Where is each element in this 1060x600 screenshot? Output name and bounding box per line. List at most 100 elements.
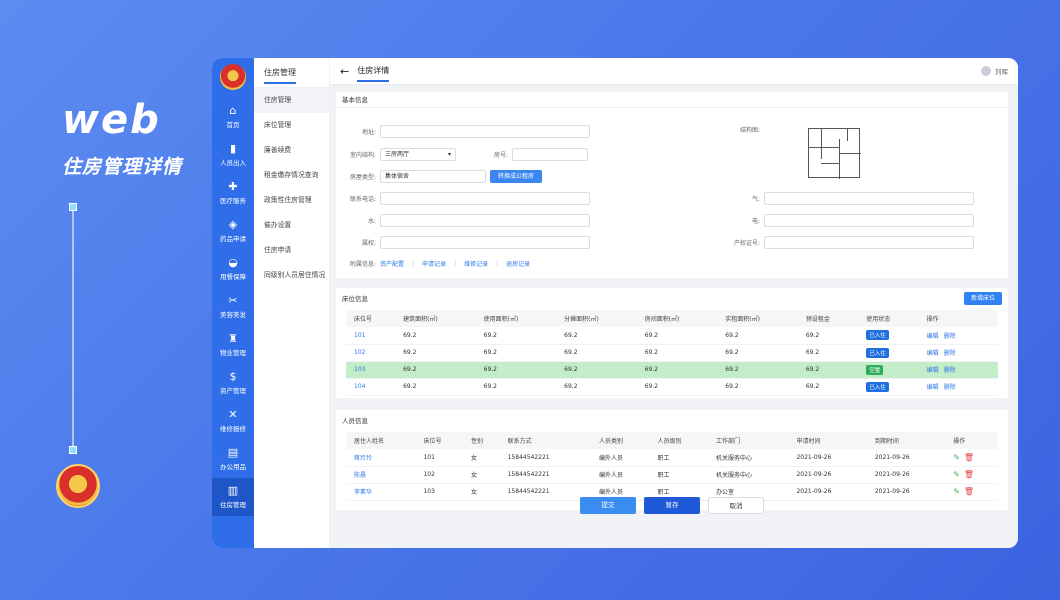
delete-link[interactable]: 删除 xyxy=(943,384,956,391)
bed-number-cell[interactable]: 103 xyxy=(346,361,396,379)
bed-number-link[interactable]: 102 xyxy=(354,349,366,356)
edit-link[interactable]: 编辑 xyxy=(926,332,939,340)
bed-number-cell[interactable]: 104 xyxy=(346,378,396,396)
resident-name-cell[interactable]: 李素华 xyxy=(346,483,416,501)
address-input[interactable] xyxy=(380,125,590,138)
rail-item-label: 办公用品 xyxy=(220,463,246,471)
bed-number-link[interactable]: 104 xyxy=(354,383,366,390)
actions-cell: ✎ 🗑 xyxy=(945,483,998,501)
bed-number-link[interactable]: 103 xyxy=(354,366,366,373)
trash-icon[interactable]: 🗑 xyxy=(963,487,975,496)
rail-item-beauty[interactable]: ✂ 美容美发 xyxy=(212,288,254,326)
water-input[interactable] xyxy=(380,214,590,227)
table-row[interactable]: 103 69.2 69.2 69.2 69.2 69.2 69.2 空置 编辑 删除 xyxy=(346,361,998,379)
back-arrow-icon[interactable]: ← xyxy=(340,64,350,78)
rail-item-housing[interactable]: ▥ 住房管理 xyxy=(212,478,254,516)
cancel-button[interactable]: 取消 xyxy=(708,497,764,514)
rail-item-office-supplies[interactable]: ▤ 办公用品 xyxy=(212,440,254,478)
actions-cell: ✎ 🗑 xyxy=(945,466,998,484)
status-badge: 空置 xyxy=(866,364,884,375)
resident-name-cell[interactable]: 蒋玲玲 xyxy=(346,449,416,467)
rail-item-label: 医疗服务 xyxy=(220,197,246,205)
resident-column-header: 人员级别 xyxy=(649,432,709,449)
resident-name-link[interactable]: 蒋玲玲 xyxy=(354,454,373,462)
rail-item-home[interactable]: ⌂ 首页 xyxy=(212,98,254,136)
property-icon: ♜ xyxy=(228,332,238,345)
delete-link[interactable]: 删除 xyxy=(943,332,956,340)
table-row[interactable]: 102 69.2 69.2 69.2 69.2 69.2 69.2 已入住 编辑 删除 xyxy=(346,344,998,362)
rail-item-people-access[interactable]: ▮ 人员出入 xyxy=(212,136,254,174)
house-type-label: 房屋类型: xyxy=(349,174,376,181)
room-input[interactable] xyxy=(512,148,588,161)
power-input[interactable] xyxy=(764,214,974,227)
gas-input[interactable] xyxy=(764,192,974,205)
save-draft-button[interactable]: 暂存 xyxy=(644,497,700,514)
subnav-item[interactable]: 住房申请 xyxy=(264,246,292,254)
resident-table: 居住人姓名 床位号 性别 联系方式 人员类别 人员级别 工作部门 申请时间 到期时间 操作 蒋玲玲… xyxy=(346,432,998,501)
resident-name-cell[interactable]: 陈晨 xyxy=(346,466,416,484)
trash-icon[interactable]: 🗑 xyxy=(963,470,975,479)
table-row[interactable]: 陈晨 102 女 15844542221 编外人员 职工 机关服务中心 2021-09-26 2… xyxy=(346,466,998,484)
ownership-input[interactable] xyxy=(380,236,590,249)
bed-number-link[interactable]: 101 xyxy=(354,331,366,339)
footer-actions: 提交 暂存 取消 xyxy=(330,497,1014,514)
link-separator: | xyxy=(496,260,499,267)
bed-cell-rent: 69.2 xyxy=(797,327,859,345)
rail-item-label: 美容美发 xyxy=(220,311,246,319)
contact-input[interactable] xyxy=(380,192,590,205)
extra-info-link[interactable]: 资产配置 xyxy=(380,261,405,268)
resident-column-header: 工作部门 xyxy=(708,432,789,449)
table-row[interactable]: 李素华 103 女 15844542221 编外人员 职工 办公室 2021-09-26 202… xyxy=(346,483,998,501)
edit-link[interactable]: 编辑 xyxy=(926,367,939,374)
edit-icon[interactable]: ✎ xyxy=(953,487,960,496)
subnav-title: 住房管理 xyxy=(264,67,296,84)
subnav-item[interactable]: 床位管理 xyxy=(264,121,292,129)
resident-name-link[interactable]: 陈晨 xyxy=(354,472,367,479)
subnav-item[interactable]: 同级别人员居住情况 xyxy=(264,271,326,279)
extra-info-link[interactable]: 退房记录 xyxy=(506,261,531,268)
delete-link[interactable]: 删除 xyxy=(943,367,956,374)
edit-icon[interactable]: ✎ xyxy=(953,452,960,462)
user-name: 刘晖 xyxy=(995,68,1008,76)
subnav-item[interactable]: 租金缴存情况查询 xyxy=(264,171,319,179)
trash-icon[interactable]: 🗑 xyxy=(963,452,975,462)
actions-cell: 编辑 删除 xyxy=(918,327,998,345)
submit-button[interactable]: 提交 xyxy=(580,497,636,514)
edit-link[interactable]: 编辑 xyxy=(926,350,939,357)
rail-item-repair[interactable]: ✕ 维修报修 xyxy=(212,402,254,440)
rail-item-assets[interactable]: $ 资产管理 xyxy=(212,364,254,402)
hero-subtitle: 住房管理详情 xyxy=(62,156,183,178)
subnav-item[interactable]: 催办设置 xyxy=(264,221,292,229)
table-row[interactable]: 104 69.2 69.2 69.2 69.2 69.2 69.2 已入住 编辑 删除 xyxy=(346,378,998,396)
rail-item-dining[interactable]: ◒ 用餐保障 xyxy=(212,250,254,288)
convert-public-rental-button[interactable]: 转换成公租房 xyxy=(490,170,543,183)
home-icon: ⌂ xyxy=(229,104,237,117)
rail-item-medical[interactable]: ✚ 医疗服务 xyxy=(212,174,254,212)
extra-info-link[interactable]: 申请记录 xyxy=(422,261,447,268)
resident-name-link[interactable]: 李素华 xyxy=(354,489,373,496)
rail-item-property[interactable]: ♜ 物业管理 xyxy=(212,326,254,364)
bed-number-cell[interactable]: 102 xyxy=(346,344,396,362)
bed-cell-room: 69.2 xyxy=(636,378,718,396)
resident-cell-dept: 机关服务中心 xyxy=(708,466,789,484)
subnav-item[interactable]: 廉善续费 xyxy=(264,146,292,154)
subnav-item[interactable]: 政策性住房管理 xyxy=(264,196,312,204)
table-row[interactable]: 蒋玲玲 101 女 15844542221 编外人员 职工 机关服务中心 2021-09-26… xyxy=(346,449,998,467)
rail-item-medicine[interactable]: ◈ 药品申请 xyxy=(212,212,254,250)
bed-column-header: 预设租金 xyxy=(797,310,859,327)
extra-info-link[interactable]: 维修记录 xyxy=(464,261,489,268)
edit-link[interactable]: 编辑 xyxy=(926,384,939,391)
bed-cell-rent-area: 69.2 xyxy=(717,361,798,379)
house-type-input[interactable]: 集体宿舍 xyxy=(380,170,486,183)
bed-info-title: 床位信息 xyxy=(342,295,368,303)
table-row[interactable]: 101 69.2 69.2 69.2 69.2 69.2 69.2 已入住 编辑 删除 xyxy=(346,327,998,345)
add-bed-button[interactable]: 新增床位 xyxy=(963,292,1002,305)
cert-input[interactable] xyxy=(764,236,974,249)
delete-link[interactable]: 删除 xyxy=(943,350,956,357)
bed-number-cell[interactable]: 101 xyxy=(346,327,396,345)
user-menu[interactable]: 刘晖 xyxy=(981,66,1008,76)
edit-icon[interactable]: ✎ xyxy=(953,470,960,479)
floorplan-image[interactable] xyxy=(808,128,861,179)
structure-select[interactable]: 三房两厅 ▾ xyxy=(380,148,456,161)
subnav-item[interactable]: 住房管理 xyxy=(254,88,329,113)
